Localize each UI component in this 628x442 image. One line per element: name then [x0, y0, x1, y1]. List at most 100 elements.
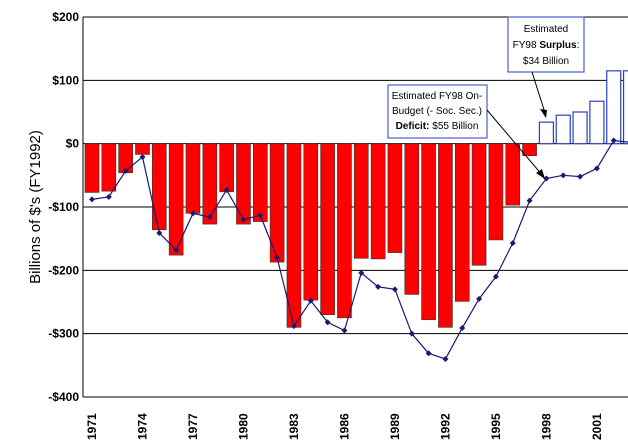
marker — [476, 295, 483, 302]
bar — [538, 121, 555, 145]
x-tick-label: 1998 — [539, 413, 553, 440]
bar — [572, 111, 588, 145]
marker — [442, 356, 449, 362]
y-tick-label: -$300 — [48, 327, 79, 341]
bar — [370, 143, 386, 260]
bar — [168, 143, 184, 256]
annotation-text: $34 Billion — [523, 56, 569, 67]
bar — [606, 70, 622, 145]
marker — [358, 269, 365, 276]
bar — [421, 143, 436, 321]
marker — [105, 193, 112, 200]
x-tick-label: 2001 — [590, 413, 604, 440]
marker — [543, 175, 550, 182]
bar — [522, 143, 537, 157]
annotation-line: $34 Billion — [523, 56, 569, 67]
marker — [408, 330, 415, 337]
annotation-line: $55 Billion — [429, 121, 478, 132]
bar — [84, 143, 100, 193]
bar — [589, 100, 605, 145]
bar — [438, 143, 453, 328]
marker — [274, 254, 281, 261]
x-tick-label: 1971 — [85, 413, 99, 440]
marker — [391, 286, 398, 293]
bar — [253, 143, 268, 222]
marker — [324, 319, 331, 326]
annotation-arrowhead — [540, 109, 547, 118]
marker — [223, 186, 230, 193]
marker — [122, 167, 129, 174]
bar — [320, 143, 335, 315]
annotation-text: Estimated FY98 On- — [392, 91, 483, 102]
x-tick-label: 1980 — [236, 413, 250, 440]
bar — [555, 114, 571, 145]
plot-area: -$400 -$300 -$200 -$100 $0 $100 $200 1971 1974 19… — [48, 10, 628, 440]
bar — [236, 143, 251, 225]
x-tick-label: 1989 — [388, 413, 402, 440]
marker — [341, 327, 348, 334]
annotation-line: Surplus — [539, 40, 577, 51]
annotation-text: Budget (- Soc. Sec.) — [392, 106, 482, 117]
annotation-arrow — [531, 71, 547, 117]
marker — [89, 196, 95, 203]
marker — [375, 283, 382, 290]
annotation-box — [387, 84, 488, 139]
marker — [492, 273, 499, 280]
bar — [269, 143, 285, 263]
x-tick-label: 1983 — [287, 413, 301, 440]
marker — [509, 240, 516, 247]
annotation-deficit: Estimated FY98 On- Budget (- Soc. Sec.) … — [387, 84, 545, 179]
annotation-line: Estimated FY98 On- — [392, 91, 483, 102]
y-tick-label: -$200 — [48, 263, 79, 277]
bar — [101, 143, 117, 192]
bar — [454, 143, 470, 302]
bar — [219, 143, 234, 193]
bar — [303, 143, 319, 301]
annotation-surplus: Estimated FY98 Surplus: $34 Billion — [507, 16, 585, 118]
annotation-line: Estimated — [524, 24, 568, 35]
x-tick-label: 1995 — [489, 413, 503, 440]
bar — [337, 143, 352, 319]
bar — [185, 143, 201, 214]
y-tick-label: $100 — [52, 73, 79, 87]
annotation-arrow — [486, 109, 544, 177]
bar — [488, 143, 504, 241]
bar — [387, 143, 403, 253]
marker — [610, 137, 617, 144]
annotation-line: FY98 — [513, 40, 540, 51]
marker — [560, 172, 567, 179]
x-tick-label: 1986 — [337, 413, 351, 440]
bar — [622, 70, 628, 145]
annotation-text: Estimated — [524, 24, 568, 35]
annotation-text: Deficit: $55 Billion — [396, 121, 479, 132]
annotation-line: Deficit: — [396, 121, 430, 132]
y-tick-label: $0 — [66, 137, 80, 151]
bar — [152, 143, 167, 231]
x-tick-label: 1977 — [186, 413, 200, 440]
marker — [156, 229, 163, 236]
marker — [526, 197, 533, 204]
marker — [240, 216, 247, 223]
y-tick-label: -$100 — [48, 200, 79, 214]
bar — [505, 143, 521, 206]
marker — [425, 350, 432, 357]
annotation-line: Budget (- Soc. Sec.) — [392, 106, 482, 117]
bar — [471, 143, 487, 266]
marker — [577, 173, 584, 180]
bar — [353, 143, 369, 259]
marker — [290, 323, 297, 330]
marker — [206, 214, 213, 221]
annotation-text: FY98 Surplus: — [513, 40, 580, 51]
y-tick-label: $200 — [52, 10, 79, 24]
annotation-line: : — [577, 40, 580, 51]
x-tick-label: 1974 — [135, 413, 149, 440]
bar — [202, 143, 218, 225]
marker — [173, 247, 180, 254]
marker — [307, 297, 314, 304]
y-axis-label: Billions of $'s (FY1992) — [27, 130, 44, 284]
y-tick-label: -$400 — [48, 390, 79, 404]
marker — [139, 153, 146, 160]
marker — [593, 165, 600, 172]
